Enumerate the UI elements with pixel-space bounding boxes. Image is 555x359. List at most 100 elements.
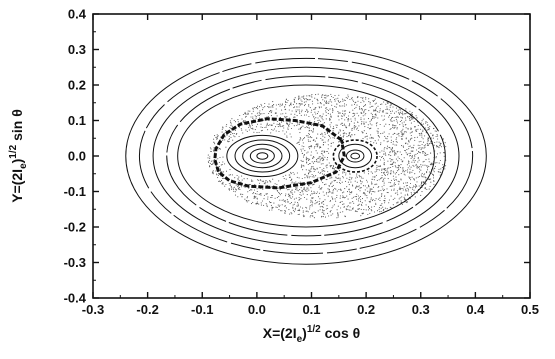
chaotic-point [361,131,363,133]
chaotic-point [329,118,331,120]
chaotic-point [420,194,422,196]
chaotic-point [252,108,254,110]
chaotic-point [354,210,356,212]
chaotic-point [325,100,327,102]
chaotic-point [406,184,408,187]
chaotic-point [338,94,340,96]
chaotic-point [407,143,409,145]
chaotic-point [388,154,390,156]
chaotic-point [207,157,209,159]
chaotic-point [393,132,395,134]
chaotic-point [344,119,346,121]
chaotic-point [233,190,235,192]
chaotic-point [256,105,259,107]
chaotic-point [405,108,407,110]
chaotic-point [292,204,294,206]
chaotic-point [374,176,376,178]
chaotic-point [365,96,367,98]
chaotic-point [331,104,333,106]
chaotic-point [390,160,392,162]
chaotic-point [442,138,444,140]
chaotic-point [350,120,352,122]
chaotic-point [381,103,383,105]
chaotic-point [417,157,419,159]
chaotic-point [322,113,324,115]
chaotic-point [299,193,301,196]
chaotic-point [310,190,313,192]
chaotic-point [360,187,362,189]
chaotic-point [232,188,234,191]
chaotic-point [328,134,330,136]
chaotic-point [273,122,275,124]
chaotic-point [416,166,418,168]
chaotic-point [413,191,415,193]
chaotic-point [432,137,434,139]
chaotic-point [324,100,326,102]
chaotic-point [355,125,357,127]
chaotic-point [302,96,304,98]
chaotic-point [423,145,425,147]
chaotic-point [349,193,351,195]
chaotic-point [375,102,377,104]
chaotic-point [359,179,361,181]
chaotic-point [374,110,376,112]
chaotic-point [374,171,376,173]
right-island-ring-4 [350,152,361,160]
chaotic-point [284,200,286,202]
chaotic-point [238,126,240,128]
chaotic-point [384,135,386,137]
chaotic-point [278,122,281,124]
chaotic-point [248,123,251,125]
chaotic-point [265,181,267,183]
chaotic-point [381,111,383,113]
chaotic-point [388,202,390,204]
chaotic-point [286,116,288,118]
chaotic-point [287,128,289,131]
chaotic-point [285,131,288,133]
chaotic-point [209,147,211,149]
chaotic-point [268,103,270,105]
y-tick-label: 0.4 [68,7,87,22]
chaotic-point [313,176,315,178]
chaotic-point [434,141,436,144]
chaotic-point [365,112,367,115]
chaotic-point [327,188,329,190]
chaotic-point [308,169,310,171]
chaotic-point [390,195,392,197]
chaotic-point [396,127,398,129]
chaotic-point [316,152,318,154]
chaotic-point [384,202,386,204]
chaotic-point [330,126,332,128]
chaotic-point [410,154,412,157]
chaotic-point [350,118,352,120]
chaotic-point [344,216,346,218]
chaotic-point [402,145,404,147]
chaotic-point [210,150,212,153]
chaotic-point [219,181,221,183]
chaotic-point [439,145,441,147]
chaotic-point [321,139,323,141]
chaotic-point [339,201,342,203]
chaotic-point [301,111,303,113]
chaotic-point [408,186,411,188]
chaotic-point [342,197,344,199]
chaotic-point [208,159,210,161]
chaotic-point [323,194,325,196]
chaotic-point [277,204,279,206]
chaotic-point [263,194,265,196]
chaotic-point [398,198,400,200]
chaotic-point [230,124,232,127]
chaotic-point [405,182,407,184]
chaotic-point [309,204,311,206]
chaotic-point [267,115,269,118]
chaotic-point [375,116,377,118]
right-island-ring-2 [338,143,373,169]
chaotic-point [420,128,422,130]
chaotic-point [432,175,434,177]
chaotic-point [356,181,358,183]
chaotic-point [356,198,358,200]
x-tick-label: 0.1 [302,302,320,317]
chaotic-point [422,164,424,166]
chaotic-point [272,106,274,108]
chaotic-point [297,121,299,124]
